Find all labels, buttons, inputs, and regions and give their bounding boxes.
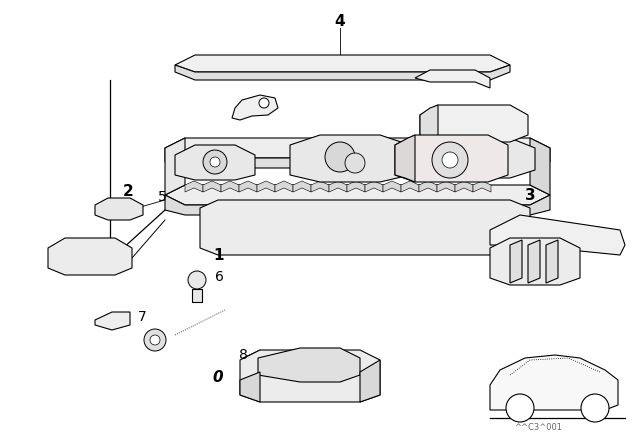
- Polygon shape: [293, 181, 311, 192]
- Text: 2: 2: [123, 185, 133, 199]
- Polygon shape: [455, 181, 473, 192]
- Polygon shape: [165, 195, 550, 215]
- Text: 1: 1: [214, 247, 224, 263]
- Polygon shape: [510, 240, 522, 283]
- Polygon shape: [420, 105, 528, 142]
- Polygon shape: [420, 105, 438, 142]
- Polygon shape: [203, 181, 221, 192]
- Polygon shape: [48, 238, 132, 275]
- Polygon shape: [395, 135, 508, 182]
- Circle shape: [259, 98, 269, 108]
- Polygon shape: [347, 181, 365, 192]
- Polygon shape: [275, 181, 293, 192]
- Polygon shape: [311, 181, 329, 192]
- Circle shape: [203, 150, 227, 174]
- Polygon shape: [240, 350, 380, 402]
- Text: 4: 4: [335, 14, 346, 30]
- Circle shape: [150, 335, 160, 345]
- Circle shape: [188, 271, 206, 289]
- Polygon shape: [401, 181, 419, 192]
- Circle shape: [432, 142, 468, 178]
- Polygon shape: [419, 181, 437, 192]
- Text: ^^C3^001: ^^C3^001: [514, 423, 562, 432]
- Polygon shape: [175, 65, 510, 80]
- Text: 3: 3: [525, 188, 535, 202]
- Polygon shape: [437, 181, 455, 192]
- Polygon shape: [239, 181, 257, 192]
- Polygon shape: [415, 70, 490, 88]
- Polygon shape: [490, 215, 625, 255]
- Circle shape: [506, 394, 534, 422]
- Polygon shape: [365, 181, 383, 192]
- Polygon shape: [175, 145, 255, 180]
- Polygon shape: [290, 135, 410, 182]
- Polygon shape: [232, 95, 278, 120]
- Polygon shape: [430, 138, 535, 178]
- Circle shape: [325, 142, 355, 172]
- Polygon shape: [360, 360, 380, 402]
- Polygon shape: [490, 355, 618, 410]
- Polygon shape: [530, 138, 550, 195]
- Polygon shape: [192, 289, 202, 302]
- Polygon shape: [165, 138, 550, 158]
- Circle shape: [144, 329, 166, 351]
- Circle shape: [210, 157, 220, 167]
- Circle shape: [345, 153, 365, 173]
- Text: 6: 6: [214, 270, 223, 284]
- Polygon shape: [546, 240, 558, 283]
- Polygon shape: [95, 198, 143, 220]
- Polygon shape: [165, 148, 550, 168]
- Text: 8: 8: [239, 348, 248, 362]
- Polygon shape: [395, 135, 415, 182]
- Polygon shape: [165, 138, 185, 195]
- Polygon shape: [473, 181, 491, 192]
- Polygon shape: [383, 181, 401, 192]
- Polygon shape: [185, 181, 203, 192]
- Text: 5: 5: [157, 190, 166, 204]
- Text: 7: 7: [138, 310, 147, 324]
- Polygon shape: [221, 181, 239, 192]
- Text: 0: 0: [212, 370, 223, 385]
- Circle shape: [442, 152, 458, 168]
- Polygon shape: [329, 181, 347, 192]
- Polygon shape: [258, 348, 360, 382]
- Circle shape: [581, 394, 609, 422]
- Polygon shape: [240, 372, 260, 402]
- Polygon shape: [490, 238, 580, 285]
- Polygon shape: [175, 55, 510, 72]
- Polygon shape: [257, 181, 275, 192]
- Polygon shape: [528, 240, 540, 283]
- Polygon shape: [165, 185, 550, 205]
- Polygon shape: [200, 200, 530, 255]
- Polygon shape: [95, 312, 130, 330]
